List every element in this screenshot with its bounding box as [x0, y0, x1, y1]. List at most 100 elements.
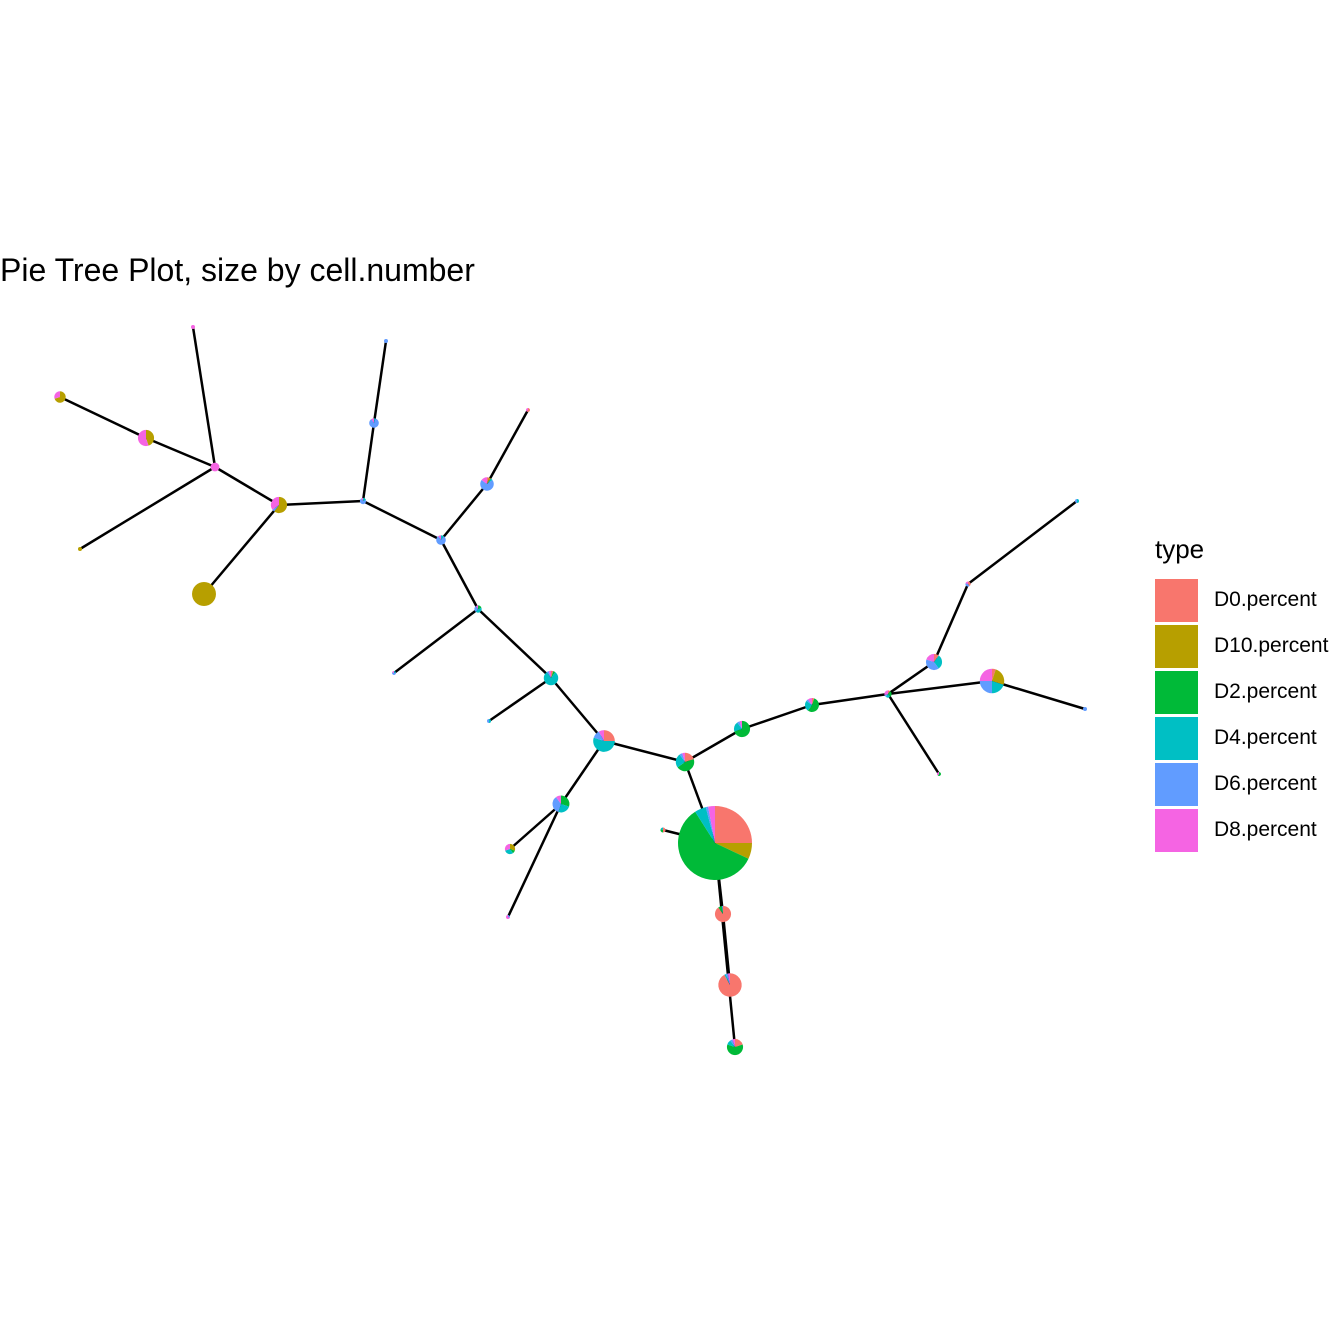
tree-edge-n18-n19 [372, 340, 388, 424]
pie-slice-n12-D6 [546, 671, 551, 678]
legend: type D0.percent D10.percent D2.percent D4.p… [1155, 534, 1328, 853]
tree-edge-n14-n17 [362, 499, 442, 542]
pie-node-n22 [137, 429, 155, 447]
tree-edge-n36-n38 [991, 679, 1086, 711]
pie-node-n4 [718, 973, 742, 997]
pie-node-n38 [1083, 707, 1087, 711]
legend-swatch [1155, 578, 1198, 622]
pie-slice-n2-D6 [679, 753, 685, 762]
pie-slice-n38-D6 [1083, 707, 1087, 711]
legend-label: D8.percent [1214, 818, 1317, 841]
pie-slice-n7-D8 [598, 730, 604, 741]
tree-edge-n34-n36 [887, 679, 993, 696]
pie-slice-n33-D6 [806, 699, 812, 705]
pie-node-n18 [369, 418, 379, 428]
tree-edge-n21-n25 [79, 465, 216, 551]
pie-slice-n37-D4 [1077, 499, 1079, 503]
pie-slice-n12-D4 [543, 672, 559, 686]
pie-node-n25 [78, 547, 82, 551]
pie-slice-n36-D4 [992, 681, 1004, 694]
pie-slice-n27-D6 [392, 672, 396, 676]
pie-node-n35 [925, 653, 943, 671]
pie-slice-n27-D8 [392, 671, 394, 673]
pie-slice-n10-D8 [506, 915, 510, 919]
pie-slice-n5-D2 [660, 829, 663, 833]
tree-edge-n7-n8 [559, 740, 606, 805]
pie-slice-n18-D4 [374, 418, 376, 423]
pie-slice-n3-D6 [721, 905, 723, 914]
pie-slice-n17-D8 [361, 497, 363, 501]
pie-node-n14 [436, 535, 446, 545]
pie-slice-n11-D4 [489, 719, 491, 723]
pie-slice-n1-D8 [708, 806, 715, 843]
pie-slice-n34-D2 [888, 691, 892, 697]
pie-slice-n32-D8 [739, 720, 742, 729]
tree-edge-n21-n22 [145, 436, 216, 469]
pie-slice-n13-D8 [475, 605, 478, 609]
pie-node-n5 [660, 827, 666, 833]
pie-slice-n37-D6 [1075, 499, 1077, 503]
pie-slice-n1-D6 [705, 806, 715, 843]
pie-slice-n2-D2 [677, 759, 695, 772]
pie-slice-n9-D10 [510, 843, 516, 851]
pie-node-n33 [805, 698, 819, 712]
legend-swatch [1155, 624, 1198, 668]
pie-slice-n6-D2 [726, 1044, 744, 1056]
tree-edge-n39-n37 [967, 500, 1078, 585]
pie-slice-n27-D4 [394, 671, 396, 673]
pie-slice-n36-D10 [992, 669, 1005, 685]
pie-slice-n6-D8 [732, 1038, 735, 1047]
pie-node-n26 [192, 582, 216, 606]
pie-slice-n22-D10 [146, 429, 155, 446]
pie-slice-n6-D0 [735, 1038, 743, 1047]
pie-slice-n15-D6 [480, 480, 494, 491]
legend-label: D4.percent [1214, 726, 1317, 749]
pie-slice-n39-D6 [965, 583, 970, 587]
pie-slice-n15-D8 [481, 477, 487, 484]
pie-slice-n20-D10 [274, 496, 288, 514]
edge-layer [59, 326, 1086, 1048]
pie-slice-n7-D4 [593, 737, 615, 752]
pie-slice-n7-D6 [593, 731, 604, 741]
pie-slice-n4-D0 [718, 973, 742, 997]
pie-node-n15 [480, 477, 494, 491]
chart-title: Pie Tree Plot, size by cell.number [0, 252, 475, 288]
legend-swatch [1155, 762, 1198, 806]
tree-edge-n14-n15 [440, 483, 488, 541]
legend-label: D0.percent [1214, 588, 1317, 611]
tree-edge-n33-n34 [811, 692, 889, 707]
pie-slice-n14-D8 [438, 535, 441, 540]
pie-slice-n8-D2 [561, 795, 570, 807]
pie-slice-n2-D8 [682, 752, 685, 762]
pie-slice-n13-D4 [475, 607, 482, 613]
pie-slice-n23-D10 [54, 391, 66, 403]
pie-slice-n14-D4 [441, 535, 444, 540]
pie-node-n12 [543, 670, 559, 686]
pie-slice-n16-D0 [526, 408, 530, 413]
tree-edge-n17-n18 [361, 422, 376, 502]
pie-slice-n10-D6 [508, 915, 510, 918]
tree-edge-n8-n9 [509, 803, 562, 850]
pie-node-n9 [504, 843, 516, 855]
tree-edge-n12-n13 [477, 608, 552, 679]
pie-slice-n35-D6 [925, 659, 939, 671]
pie-slice-n9-D8 [504, 843, 510, 851]
pie-slice-n32-D6 [737, 721, 742, 729]
pie-node-n32 [733, 720, 751, 738]
pie-slice-n16-D8 [526, 408, 528, 412]
pie-slice-n4-D8 [727, 973, 730, 985]
pie-slice-n8-D6 [552, 797, 561, 813]
tree-edge-n13-n27 [393, 608, 479, 674]
pie-slice-n34-D0 [888, 690, 891, 694]
tree-edge-n34-n35 [887, 660, 935, 696]
pie-slice-n24-D8 [191, 325, 195, 329]
legend-item: D0.percent [1155, 577, 1328, 623]
pie-slice-n20-D8 [270, 496, 279, 510]
tree-edge-n20-n21 [214, 465, 280, 507]
pie-slice-n34-D8 [884, 690, 888, 696]
pie-node-n19 [384, 339, 388, 343]
tree-edge-n34-n40 [886, 693, 941, 775]
pie-slice-n2-D4 [675, 754, 685, 768]
pie-node-n37 [1075, 499, 1079, 503]
